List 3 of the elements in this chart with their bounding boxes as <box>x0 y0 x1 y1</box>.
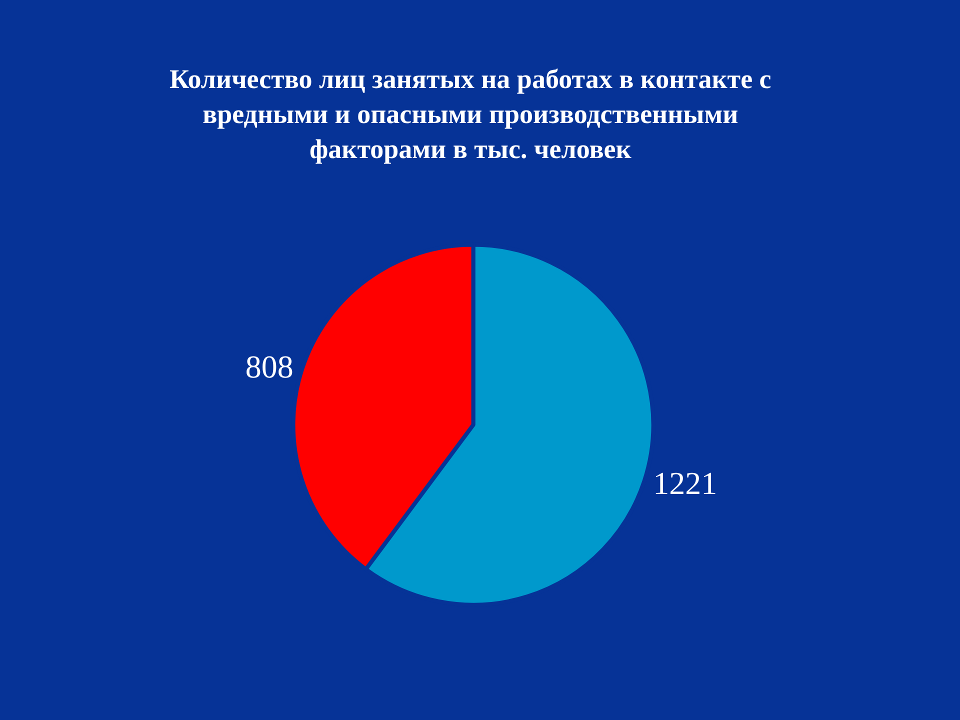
data-label: 808 <box>245 348 294 384</box>
chart-title: Количество лиц занятых на работах в контакте с вредными и опасными производственными факторами в тыс. человек <box>169 64 772 164</box>
data-label: 1221 <box>653 465 718 502</box>
